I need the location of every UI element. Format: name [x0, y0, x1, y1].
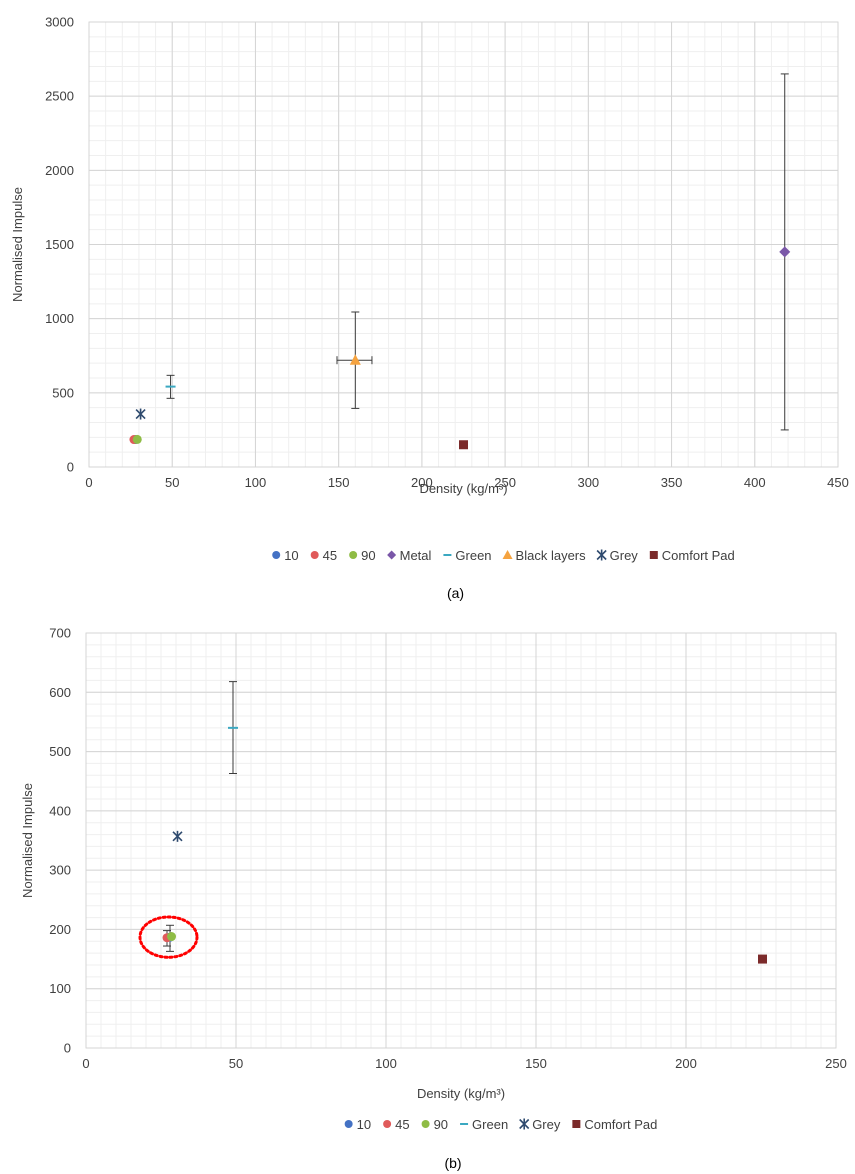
legend-item-metal: Metal: [387, 548, 432, 563]
highlight-ellipse: [138, 915, 199, 959]
legend-label: 45: [323, 548, 337, 563]
legend-item-green: Green: [460, 1117, 508, 1132]
legend-label: Comfort Pad: [584, 1117, 657, 1132]
data-point-grey: [172, 830, 183, 842]
y-tick-label: 1000: [45, 311, 74, 326]
y-tick-label: 400: [49, 803, 71, 818]
x-tick-label: 250: [825, 1056, 847, 1071]
x-tick-label: 0: [82, 1056, 89, 1071]
data-point-metal: [779, 246, 791, 258]
y-tick-label: 500: [49, 744, 71, 759]
data-point-90: [167, 932, 176, 942]
legend-marker: [344, 1120, 353, 1128]
x-axis-title: Density (kg/m³): [417, 1086, 505, 1101]
legend: 10 45 90 Green Grey Comfort Pad: [344, 1117, 657, 1132]
legend-label: Black layers: [516, 548, 587, 563]
gridlines: [88, 21, 839, 468]
legend-label: Green: [455, 548, 491, 563]
gridlines: [85, 632, 837, 1049]
x-tick-label: 200: [411, 475, 433, 490]
y-tick-label: 700: [49, 626, 71, 641]
chart-b: 0 50 100 150 200 250 0 100 200 300 400 500 600 700 Den…: [20, 626, 847, 1172]
legend-marker: [272, 551, 281, 559]
legend-item-45: 45: [310, 548, 337, 563]
data-point-comfort-pad: [459, 440, 468, 450]
x-tick-label: 300: [577, 475, 599, 490]
legend-label: Green: [472, 1117, 508, 1132]
legend-item-comfort-pad: Comfort Pad: [572, 1117, 657, 1132]
legend-label: Grey: [610, 548, 639, 563]
chart-caption: (b): [444, 1155, 461, 1171]
y-axis-title: Normalised Impulse: [10, 187, 25, 302]
y-axis-title: Normalised Impulse: [20, 783, 35, 898]
legend-marker: [310, 551, 319, 559]
legend-label: Comfort Pad: [662, 548, 735, 563]
x-tick-label: 0: [85, 475, 92, 490]
data-point-comfort-pad: [758, 954, 767, 964]
x-tick-label: 250: [494, 475, 516, 490]
legend-item-grey: Grey: [596, 548, 639, 563]
x-tick-label: 150: [525, 1056, 547, 1071]
data-point-black-layers: [349, 354, 361, 365]
legend-label: 45: [395, 1117, 409, 1132]
legend-marker: [649, 551, 658, 559]
y-tick-label: 3000: [45, 15, 74, 30]
y-tick-label: 0: [67, 460, 74, 475]
x-tick-label: 100: [245, 475, 267, 490]
x-tick-label: 50: [165, 475, 179, 490]
legend-marker: [502, 550, 513, 559]
legend-item-90: 90: [349, 548, 376, 563]
x-tick-label: 450: [827, 475, 849, 490]
legend-item-comfort-pad: Comfort Pad: [649, 548, 735, 563]
y-tick-label: 500: [52, 385, 74, 400]
x-tick-label: 350: [661, 475, 683, 490]
legend-item-grey: Grey: [519, 1117, 561, 1132]
legend-label: 10: [284, 548, 298, 563]
legend-marker: [349, 551, 358, 559]
y-tick-label: 1500: [45, 237, 74, 252]
chart-a: 0 50 100 150 200 250 300 350 400 450 0 500 1000 1500 2…: [10, 15, 849, 602]
legend-label: Grey: [532, 1117, 561, 1132]
x-tick-label: 200: [675, 1056, 697, 1071]
legend-label: 10: [357, 1117, 371, 1132]
y-tick-label: 2000: [45, 163, 74, 178]
legend-marker: [572, 1120, 581, 1128]
legend-label: 90: [434, 1117, 448, 1132]
legend-marker: [421, 1120, 430, 1128]
data-points: [129, 246, 791, 450]
legend-item-black-layers: Black layers: [502, 548, 587, 563]
x-axis-title: Density (kg/m³): [419, 481, 507, 496]
legend-marker: [519, 1118, 530, 1130]
legend-item-10: 10: [272, 548, 299, 563]
x-tick-label: 50: [229, 1056, 243, 1071]
x-tick-label: 400: [744, 475, 766, 490]
legend-label: Metal: [400, 548, 432, 563]
y-tick-label: 200: [49, 922, 71, 937]
y-tick-label: 0: [64, 1041, 71, 1056]
x-tick-label: 150: [328, 475, 350, 490]
legend-label: 90: [361, 548, 375, 563]
legend: 10 45 90 Metal Green Black layers Grey Comfort …: [272, 548, 735, 563]
data-points: [162, 726, 767, 964]
y-tick-label: 100: [49, 981, 71, 996]
legend-marker: [596, 549, 607, 561]
legend-marker: [387, 550, 397, 560]
y-tick-label: 300: [49, 863, 71, 878]
y-tick-label: 2500: [45, 89, 74, 104]
legend-item-90: 90: [421, 1117, 448, 1132]
y-tick-label: 600: [49, 685, 71, 700]
legend-item-green: Green: [443, 548, 492, 563]
data-point-90: [132, 434, 142, 444]
legend-item-45: 45: [383, 1117, 410, 1132]
legend-item-10: 10: [344, 1117, 371, 1132]
x-tick-label: 100: [375, 1056, 397, 1071]
data-point-grey: [135, 408, 146, 420]
chart-caption: (a): [447, 585, 464, 601]
legend-marker: [383, 1120, 392, 1128]
